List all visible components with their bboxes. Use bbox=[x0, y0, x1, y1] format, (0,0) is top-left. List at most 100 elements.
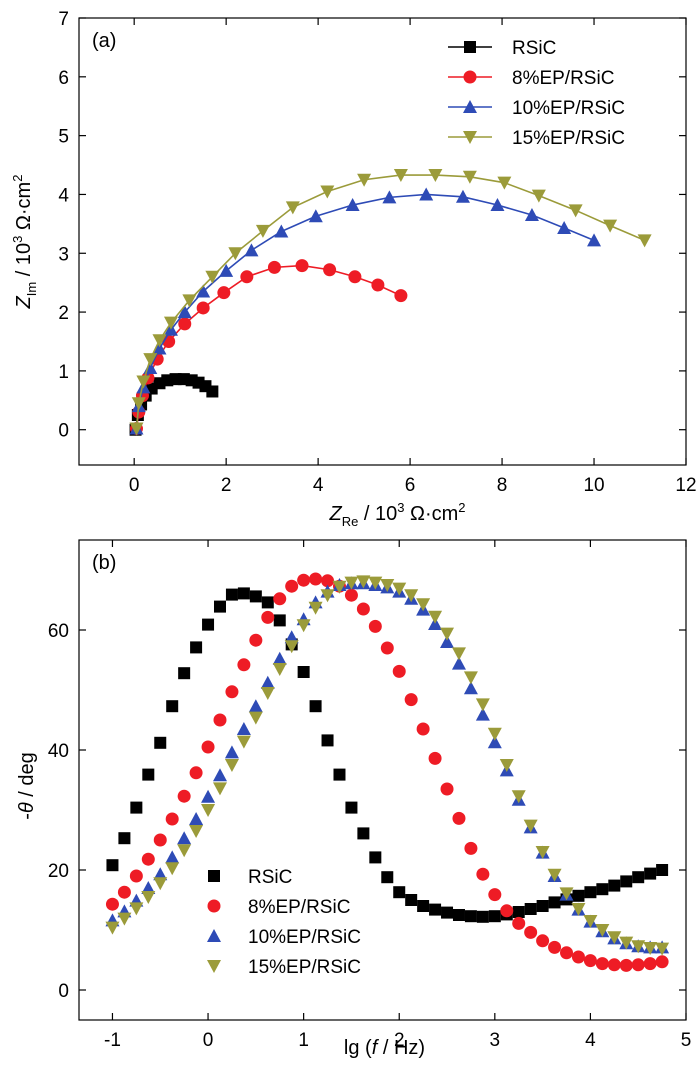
legend-label: 15%EP/RSiC bbox=[512, 128, 625, 149]
data-point bbox=[644, 867, 657, 880]
data-point bbox=[237, 587, 250, 600]
x-tick-label: 10 bbox=[583, 475, 604, 496]
data-point bbox=[404, 693, 418, 707]
data-point bbox=[356, 602, 370, 616]
data-point bbox=[213, 600, 226, 613]
data-point bbox=[182, 294, 197, 308]
y-tick-label: 4 bbox=[58, 185, 69, 206]
data-point bbox=[320, 589, 335, 603]
legend-label: RSiC bbox=[248, 867, 292, 888]
y-tick-label: 2 bbox=[58, 303, 69, 324]
y-axis-label: -θ / deg bbox=[16, 752, 38, 820]
data-point bbox=[607, 958, 621, 972]
data-point bbox=[129, 869, 143, 883]
data-point bbox=[141, 891, 156, 904]
data-point bbox=[547, 868, 562, 882]
data-point bbox=[285, 201, 300, 215]
data-point bbox=[357, 827, 370, 840]
data-point bbox=[323, 263, 337, 277]
data-point bbox=[559, 887, 574, 901]
data-point bbox=[267, 260, 281, 274]
data-point bbox=[136, 375, 151, 389]
data-point bbox=[631, 940, 646, 954]
data-point bbox=[637, 234, 652, 248]
data-point bbox=[205, 270, 220, 284]
data-point bbox=[655, 942, 670, 956]
data-point bbox=[153, 833, 167, 847]
data-point bbox=[451, 656, 466, 670]
data-point bbox=[464, 910, 477, 923]
data-point bbox=[248, 711, 263, 725]
data-point bbox=[190, 641, 203, 654]
y-tick-label: 3 bbox=[58, 244, 69, 265]
data-point bbox=[548, 940, 562, 954]
data-point bbox=[106, 859, 119, 872]
legend-label: 15%EP/RSiC bbox=[248, 957, 361, 978]
data-point bbox=[163, 316, 178, 330]
data-point bbox=[189, 825, 204, 838]
data-point bbox=[244, 243, 259, 257]
data-point bbox=[129, 422, 144, 436]
data-point bbox=[348, 270, 362, 284]
data-point bbox=[557, 220, 572, 234]
x-tick-label: 4 bbox=[313, 475, 324, 496]
legend-marker bbox=[208, 870, 220, 882]
data-point bbox=[165, 862, 180, 876]
legend: RSiC 8%EP/RSiC 10%EP/RSiC 15%EP/RSiC bbox=[207, 867, 361, 978]
data-point bbox=[548, 896, 561, 909]
legend-label: RSiC bbox=[512, 38, 556, 59]
y-tick-label: 0 bbox=[58, 981, 69, 1002]
data-point bbox=[417, 900, 430, 912]
data-point bbox=[345, 801, 358, 814]
data-point bbox=[189, 812, 204, 825]
x-tick-label: 0 bbox=[129, 475, 140, 496]
data-point bbox=[272, 663, 287, 676]
data-point bbox=[405, 894, 418, 906]
x-tick-label: 1 bbox=[298, 1030, 309, 1051]
data-point bbox=[297, 573, 311, 587]
data-point bbox=[321, 734, 334, 747]
data-point bbox=[273, 592, 287, 606]
data-point bbox=[441, 906, 454, 919]
data-point bbox=[284, 630, 299, 644]
series-0 bbox=[106, 587, 669, 923]
data-point bbox=[499, 759, 514, 772]
data-point bbox=[476, 910, 489, 923]
data-point bbox=[475, 707, 490, 721]
data-point bbox=[189, 766, 203, 780]
data-point bbox=[131, 397, 146, 411]
data-point bbox=[143, 353, 158, 367]
y-tick-label: 1 bbox=[58, 362, 69, 383]
data-point bbox=[141, 881, 156, 894]
data-point bbox=[462, 170, 477, 184]
data-point bbox=[206, 385, 219, 398]
data-point bbox=[368, 576, 383, 590]
data-point bbox=[524, 208, 539, 222]
data-point bbox=[368, 619, 382, 633]
data-point bbox=[440, 627, 455, 641]
data-point bbox=[511, 790, 526, 804]
legend-label: 10%EP/RSiC bbox=[512, 98, 625, 119]
data-point bbox=[607, 931, 622, 945]
data-point bbox=[643, 957, 657, 971]
data-point bbox=[536, 934, 550, 948]
x-axis-label: ZRe / 103 Ω·cm2 bbox=[328, 500, 465, 529]
data-point bbox=[154, 736, 167, 749]
plot-frame bbox=[78, 539, 687, 1021]
data-point bbox=[224, 759, 239, 772]
data-point bbox=[631, 958, 645, 972]
data-point bbox=[393, 886, 406, 899]
data-point bbox=[428, 610, 443, 624]
data-point bbox=[309, 572, 323, 586]
data-point bbox=[416, 722, 430, 736]
data-point bbox=[213, 713, 227, 727]
legend-label: 10%EP/RSiC bbox=[248, 927, 361, 948]
x-tick-label: 5 bbox=[681, 1030, 692, 1051]
data-point bbox=[488, 888, 502, 902]
legend-marker bbox=[463, 100, 477, 113]
data-point bbox=[464, 841, 478, 855]
data-point bbox=[240, 270, 254, 284]
data-point bbox=[428, 169, 443, 183]
data-point bbox=[371, 278, 385, 292]
data-point bbox=[201, 740, 215, 754]
